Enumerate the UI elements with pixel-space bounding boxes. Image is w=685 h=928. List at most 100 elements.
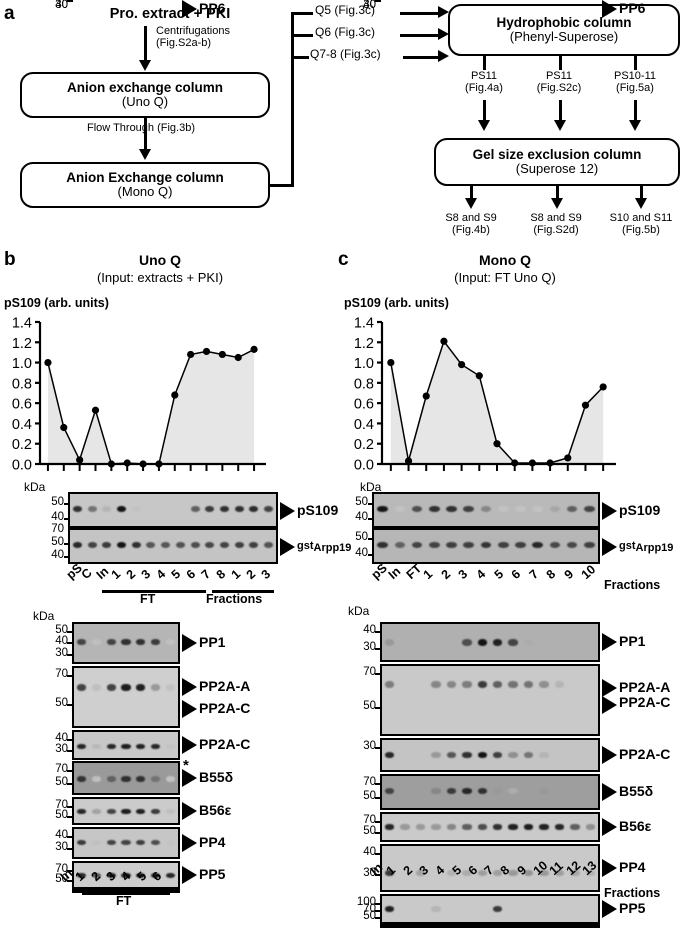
blot-c-top-fractions-label: Fractions <box>604 578 661 592</box>
blot-c-PP1-gel <box>380 622 600 662</box>
flow-arrow-s8s9b-head <box>551 198 563 209</box>
blot-c-marker-50: 50 <box>363 700 376 713</box>
gel-band <box>121 684 131 691</box>
svg-uno-q-ytick-1.4: 1.4 <box>12 316 32 332</box>
gel-lane-label: 8 <box>213 566 228 582</box>
flow-label-centrifugations-l1: Centrifugations <box>156 25 230 37</box>
gel-lane-label: 3 <box>138 566 153 582</box>
flow-label-ps11-b: PS11 (Fig.S2c) <box>522 70 596 95</box>
flow-label-s8s9-a: S8 and S9 (Fig.4b) <box>430 212 512 237</box>
flow-arrow-ps11a-stub <box>483 56 486 70</box>
gel-band <box>131 541 141 548</box>
gel-band <box>566 505 578 512</box>
gel-band <box>480 505 492 512</box>
blot-b-PP2AC-label: PP2A-C <box>199 700 251 716</box>
svg-mono-q-point-6 <box>493 440 501 448</box>
gel-band <box>161 541 171 548</box>
blot-b-PP2AA-gel <box>72 666 180 728</box>
gel-band <box>431 906 441 913</box>
blot-c-bottom-kda-title: kDa <box>348 604 370 618</box>
gel-band <box>523 870 534 877</box>
gel-band <box>384 788 395 794</box>
blot-c-PP1-label: PP1 <box>619 633 646 649</box>
gel-band <box>175 541 185 548</box>
gel-band <box>523 639 534 646</box>
gel-band <box>492 680 503 688</box>
blot-b-marker-40: 40 <box>55 829 68 841</box>
gel-lane-label: 5 <box>168 566 183 582</box>
gel-band <box>151 684 161 691</box>
blot-c-PP2AA-label: PP2A-A <box>619 679 671 695</box>
flow-label-q6: Q6 (Fig.3c) <box>315 25 376 39</box>
panel-letter-a: a <box>4 3 15 24</box>
svg-mono-q-point-9 <box>546 459 554 467</box>
blot-b-tick-70 <box>67 675 73 677</box>
svg-uno-q-ytick-1.0: 1.0 <box>12 356 32 372</box>
blot-c-B55-gel <box>380 774 600 810</box>
blot-b-PP2AC-arrow-icon <box>182 700 197 718</box>
flow-label-s8s9-a-l2: (Fig.4b) <box>452 224 490 237</box>
gel-band <box>463 541 475 548</box>
blot-b-marker-50: 50 <box>55 776 68 789</box>
blot-b-top-group-bar-ft <box>102 590 206 593</box>
gel-band <box>554 870 565 877</box>
blot-c-PP4-gel <box>380 844 600 892</box>
blot-c-bottom-fractions-label: Fractions <box>604 886 661 900</box>
gel-band <box>190 541 200 548</box>
gel-band <box>508 752 518 758</box>
gel-band <box>515 505 526 512</box>
gel-band <box>539 824 549 830</box>
flow-label-centrifugations-l2: (Fig.S2a-b) <box>156 37 212 50</box>
blot-b-PP5-gel <box>72 861 180 889</box>
blot-c-marker-40: 40 <box>363 846 376 858</box>
blot-b-arpp19-marker-70: 70 <box>51 523 64 535</box>
gel-band <box>91 639 101 646</box>
gel-band <box>165 684 176 691</box>
blot-b-marker-70: 70 <box>55 763 68 775</box>
blot-b-marker-70: 70 <box>55 863 68 875</box>
blot-b-arpp19-marker-50: 50 <box>51 536 64 548</box>
gel-band <box>249 505 259 512</box>
chart-b-ylabel: pS109 (arb. units) <box>4 296 109 310</box>
flow-label-s8s9-b: S8 and S9 (Fig.S2d) <box>514 212 598 237</box>
flow-node-anion-uno-q-l2: (Uno Q) <box>121 94 169 110</box>
blot-c-tick-70 <box>375 821 381 823</box>
gel-band <box>72 505 82 512</box>
gel-band <box>136 839 146 846</box>
blot-b-tick-40 <box>67 642 73 645</box>
svg-uno-q-point-3 <box>91 406 100 414</box>
flow-label-ps10-11: PS10-11 (Fig.5a) <box>598 70 672 95</box>
gel-band <box>121 839 131 846</box>
gel-band <box>462 639 472 646</box>
gel-band <box>384 752 395 758</box>
flow-label-ps11-a-l2: (Fig.4a) <box>465 82 503 95</box>
blot-b-PP2AA-arrow-icon <box>182 678 197 696</box>
svg-uno-q-ytick-1.2: 1.2 <box>12 336 32 352</box>
blot-c-arpp19-tick-50 <box>368 538 374 540</box>
gel-band <box>477 680 488 688</box>
flow-label-s8s9-b-l1: S8 and S9 <box>530 212 582 224</box>
gel-band <box>566 541 578 548</box>
blot-c-PP2AC-label: PP2A-C <box>619 694 671 710</box>
blot-b-marker-40: 40 <box>55 0 68 11</box>
blot-b-PP1-arrow-icon <box>182 634 197 652</box>
svg-uno-q-point-1 <box>60 423 68 432</box>
flow-arrow-ps11a-line <box>483 100 486 122</box>
gel-band <box>428 541 440 548</box>
svg-uno-q-ytick-0.4: 0.4 <box>12 417 32 433</box>
gel-band <box>584 505 595 512</box>
blot-c-tick-50 <box>375 707 381 710</box>
flow-label-s8s9-b-l2: (Fig.S2d) <box>533 224 579 237</box>
flow-label-q78: Q7-8 (Fig.3c) <box>310 47 381 61</box>
gel-band <box>508 639 518 646</box>
gel-band <box>219 541 230 548</box>
flow-arrow-s8s9a-head <box>465 198 477 209</box>
gel-band <box>394 541 406 548</box>
blot-c-tick-40 <box>375 853 381 855</box>
blot-b-B56-label: B56ε <box>199 802 232 818</box>
svg-uno-q-point-0 <box>44 358 52 367</box>
blot-b-top-group-label-fractions: Fractions <box>206 592 263 606</box>
gel-band <box>121 873 131 879</box>
gel-band <box>554 824 565 830</box>
chart-b-title: Uno Q <box>139 252 181 268</box>
